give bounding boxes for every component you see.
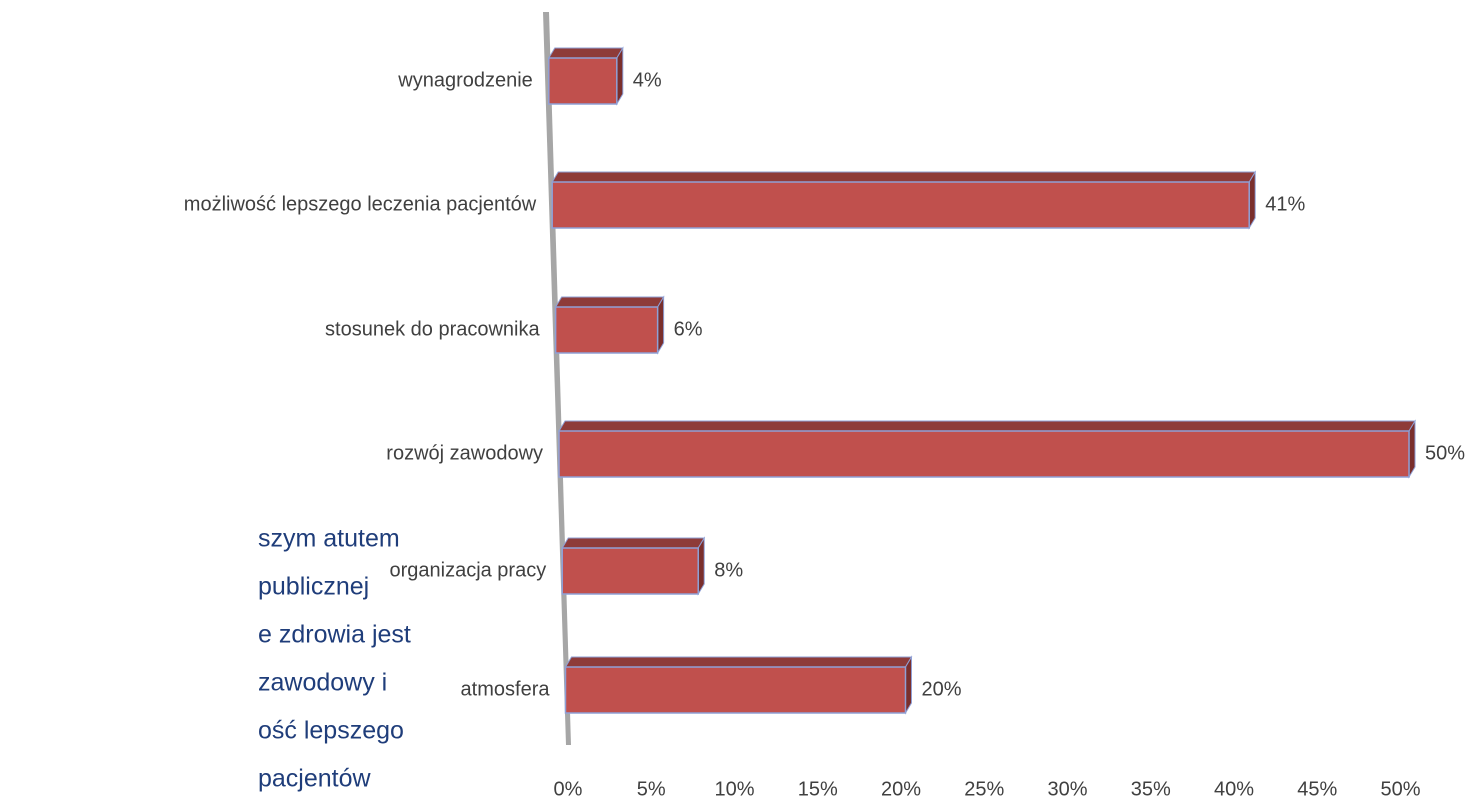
- x-tick-label: 50%: [1380, 778, 1420, 800]
- category-label: rozwój zawodowy: [386, 442, 543, 464]
- bar: [558, 430, 1410, 478]
- value-label: 6%: [674, 318, 703, 340]
- x-tick-label: 40%: [1214, 778, 1254, 800]
- annotation-line: zawodowy i: [258, 669, 387, 697]
- annotation-line: ość lepszego: [258, 717, 404, 745]
- bar: [564, 666, 907, 714]
- bar-top: [547, 47, 624, 59]
- bar-top: [564, 656, 913, 668]
- category-label: atmosfera: [461, 678, 551, 700]
- bar-side: [1248, 170, 1256, 230]
- bar: [554, 306, 659, 354]
- bar-side: [1408, 419, 1416, 479]
- axis-wall: [543, 12, 571, 745]
- x-tick-label: 5%: [637, 778, 666, 800]
- category-label: stosunek do pracownika: [325, 318, 540, 340]
- annotation-line: pacjentów: [258, 765, 372, 793]
- bar: [551, 181, 1250, 229]
- annotation-line: publicznej: [258, 573, 369, 601]
- category-label: wynagrodzenie: [397, 69, 533, 91]
- x-tick-label: 45%: [1297, 778, 1337, 800]
- bar: [548, 57, 618, 105]
- bar: [561, 547, 699, 595]
- bar-top: [558, 420, 1416, 432]
- annotation-line: e zdrowia jest: [258, 621, 411, 649]
- value-label: 20%: [921, 678, 961, 700]
- bar-side: [616, 46, 624, 106]
- x-tick-label: 25%: [964, 778, 1004, 800]
- x-tick-label: 15%: [798, 778, 838, 800]
- x-tick-label: 35%: [1131, 778, 1171, 800]
- value-label: 8%: [714, 559, 743, 581]
- x-tick-label: 30%: [1047, 778, 1087, 800]
- value-label: 41%: [1265, 193, 1305, 215]
- x-tick-label: 10%: [714, 778, 754, 800]
- value-label: 4%: [633, 69, 662, 91]
- bar-top: [554, 296, 665, 308]
- bar-side: [904, 655, 912, 715]
- bar-side: [657, 295, 665, 355]
- category-label: organizacja pracy: [389, 559, 546, 581]
- bar-side: [697, 536, 705, 596]
- value-label: 50%: [1425, 442, 1465, 464]
- x-tick-label: 20%: [881, 778, 921, 800]
- annotation-line: szym atutem: [258, 525, 400, 553]
- bar-top: [561, 537, 706, 549]
- bar-top: [551, 171, 1257, 183]
- x-tick-label: 0%: [554, 778, 583, 800]
- category-label: możliwość lepszego leczenia pacjentów: [184, 193, 537, 215]
